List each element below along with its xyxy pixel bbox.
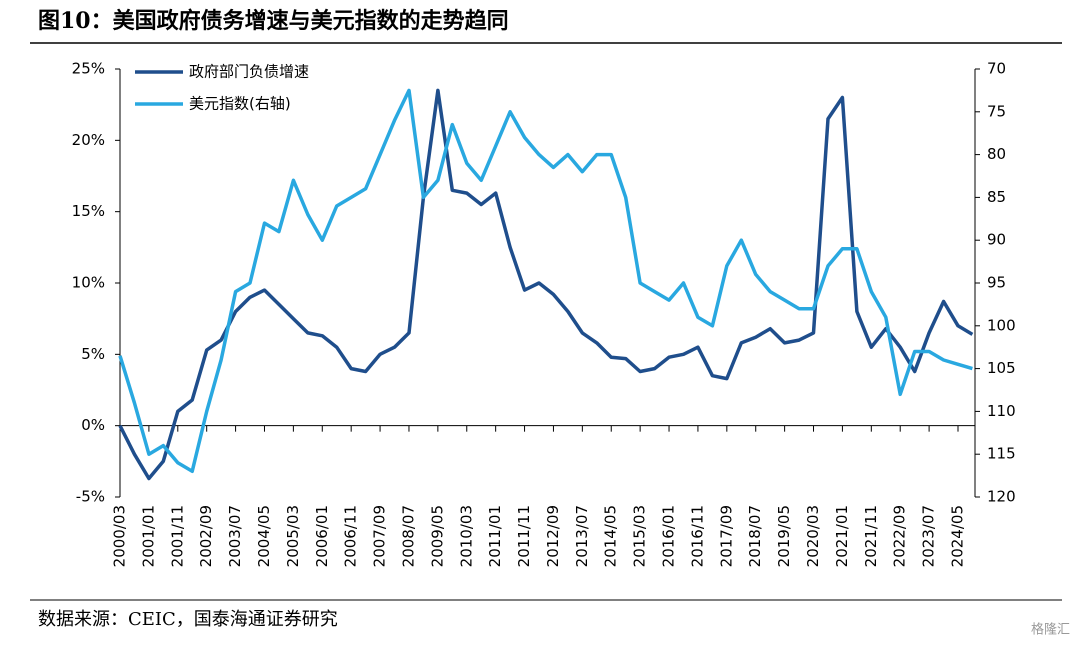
x-tick-label: 2002/09	[197, 505, 215, 567]
x-tick-label: 2010/03	[457, 505, 475, 567]
x-tick-label: 2018/07	[746, 505, 764, 567]
watermark: 格隆汇	[1031, 622, 1070, 638]
y2-tick-label: 105	[987, 359, 1016, 377]
x-tick-label: 2006/11	[342, 505, 360, 567]
y-tick-label: -5%	[76, 488, 105, 506]
y2-tick-label: 75	[987, 102, 1006, 120]
legend-label: 美元指数(右轴)	[189, 95, 291, 113]
legend-label: 政府部门负债增速	[189, 63, 309, 81]
x-tick-label: 2000/03	[111, 505, 129, 567]
x-tick-label: 2013/07	[573, 505, 591, 567]
series-line	[118, 88, 973, 474]
y2-tick-label: 120	[987, 488, 1016, 506]
x-tick-label: 2001/11	[168, 505, 186, 567]
y-tick-label: 0%	[81, 416, 105, 434]
y-tick-label: 5%	[81, 345, 105, 363]
x-tick-label: 2011/11	[515, 505, 533, 567]
y2-tick-label: 95	[987, 274, 1006, 292]
x-tick-label: 2024/05	[949, 505, 967, 567]
x-tick-label: 2006/01	[313, 505, 331, 567]
x-tick-label: 2019/05	[775, 505, 793, 567]
x-tick-label: 2009/05	[428, 505, 446, 567]
chart-title: 图10：美国政府债务增速与美元指数的走势趋同	[38, 8, 509, 34]
x-tick-label: 2004/05	[255, 505, 273, 567]
x-tick-label: 2017/09	[717, 505, 735, 567]
y-tick-label: 25%	[72, 60, 105, 78]
y2-tick-label: 70	[987, 60, 1006, 78]
x-tick-label: 2005/03	[284, 505, 302, 567]
x-tick-label: 2016/11	[688, 505, 706, 567]
y-tick-label: 10%	[72, 274, 105, 292]
source: 数据来源：CEIC，国泰海通证券研究	[38, 609, 338, 630]
x-tick-label: 2020/03	[804, 505, 822, 567]
x-tick-label: 2011/01	[486, 505, 504, 567]
x-tick-label: 2008/07	[399, 505, 417, 567]
series-line	[118, 88, 974, 481]
x-tick-label: 2001/01	[139, 505, 157, 567]
y2-tick-label: 100	[987, 316, 1016, 334]
y2-tick-label: 85	[987, 188, 1006, 206]
y2-tick-label: 115	[987, 445, 1016, 463]
x-tick-label: 2014/05	[602, 505, 620, 567]
x-tick-label: 2021/11	[862, 505, 880, 567]
y-tick-label: 20%	[72, 131, 105, 149]
x-tick-label: 2022/09	[891, 505, 909, 567]
y2-tick-label: 110	[987, 402, 1016, 420]
x-tick-label: 2012/09	[544, 505, 562, 567]
x-tick-label: 2003/07	[226, 505, 244, 567]
x-tick-label: 2016/01	[660, 505, 678, 567]
y2-tick-label: 90	[987, 231, 1006, 249]
x-tick-label: 2021/01	[833, 505, 851, 567]
y-tick-label: 15%	[72, 202, 105, 220]
x-tick-label: 2015/03	[631, 505, 649, 567]
x-tick-label: 2007/09	[371, 505, 389, 567]
x-tick-label: 2023/07	[920, 505, 938, 567]
y2-tick-label: 80	[987, 145, 1006, 163]
